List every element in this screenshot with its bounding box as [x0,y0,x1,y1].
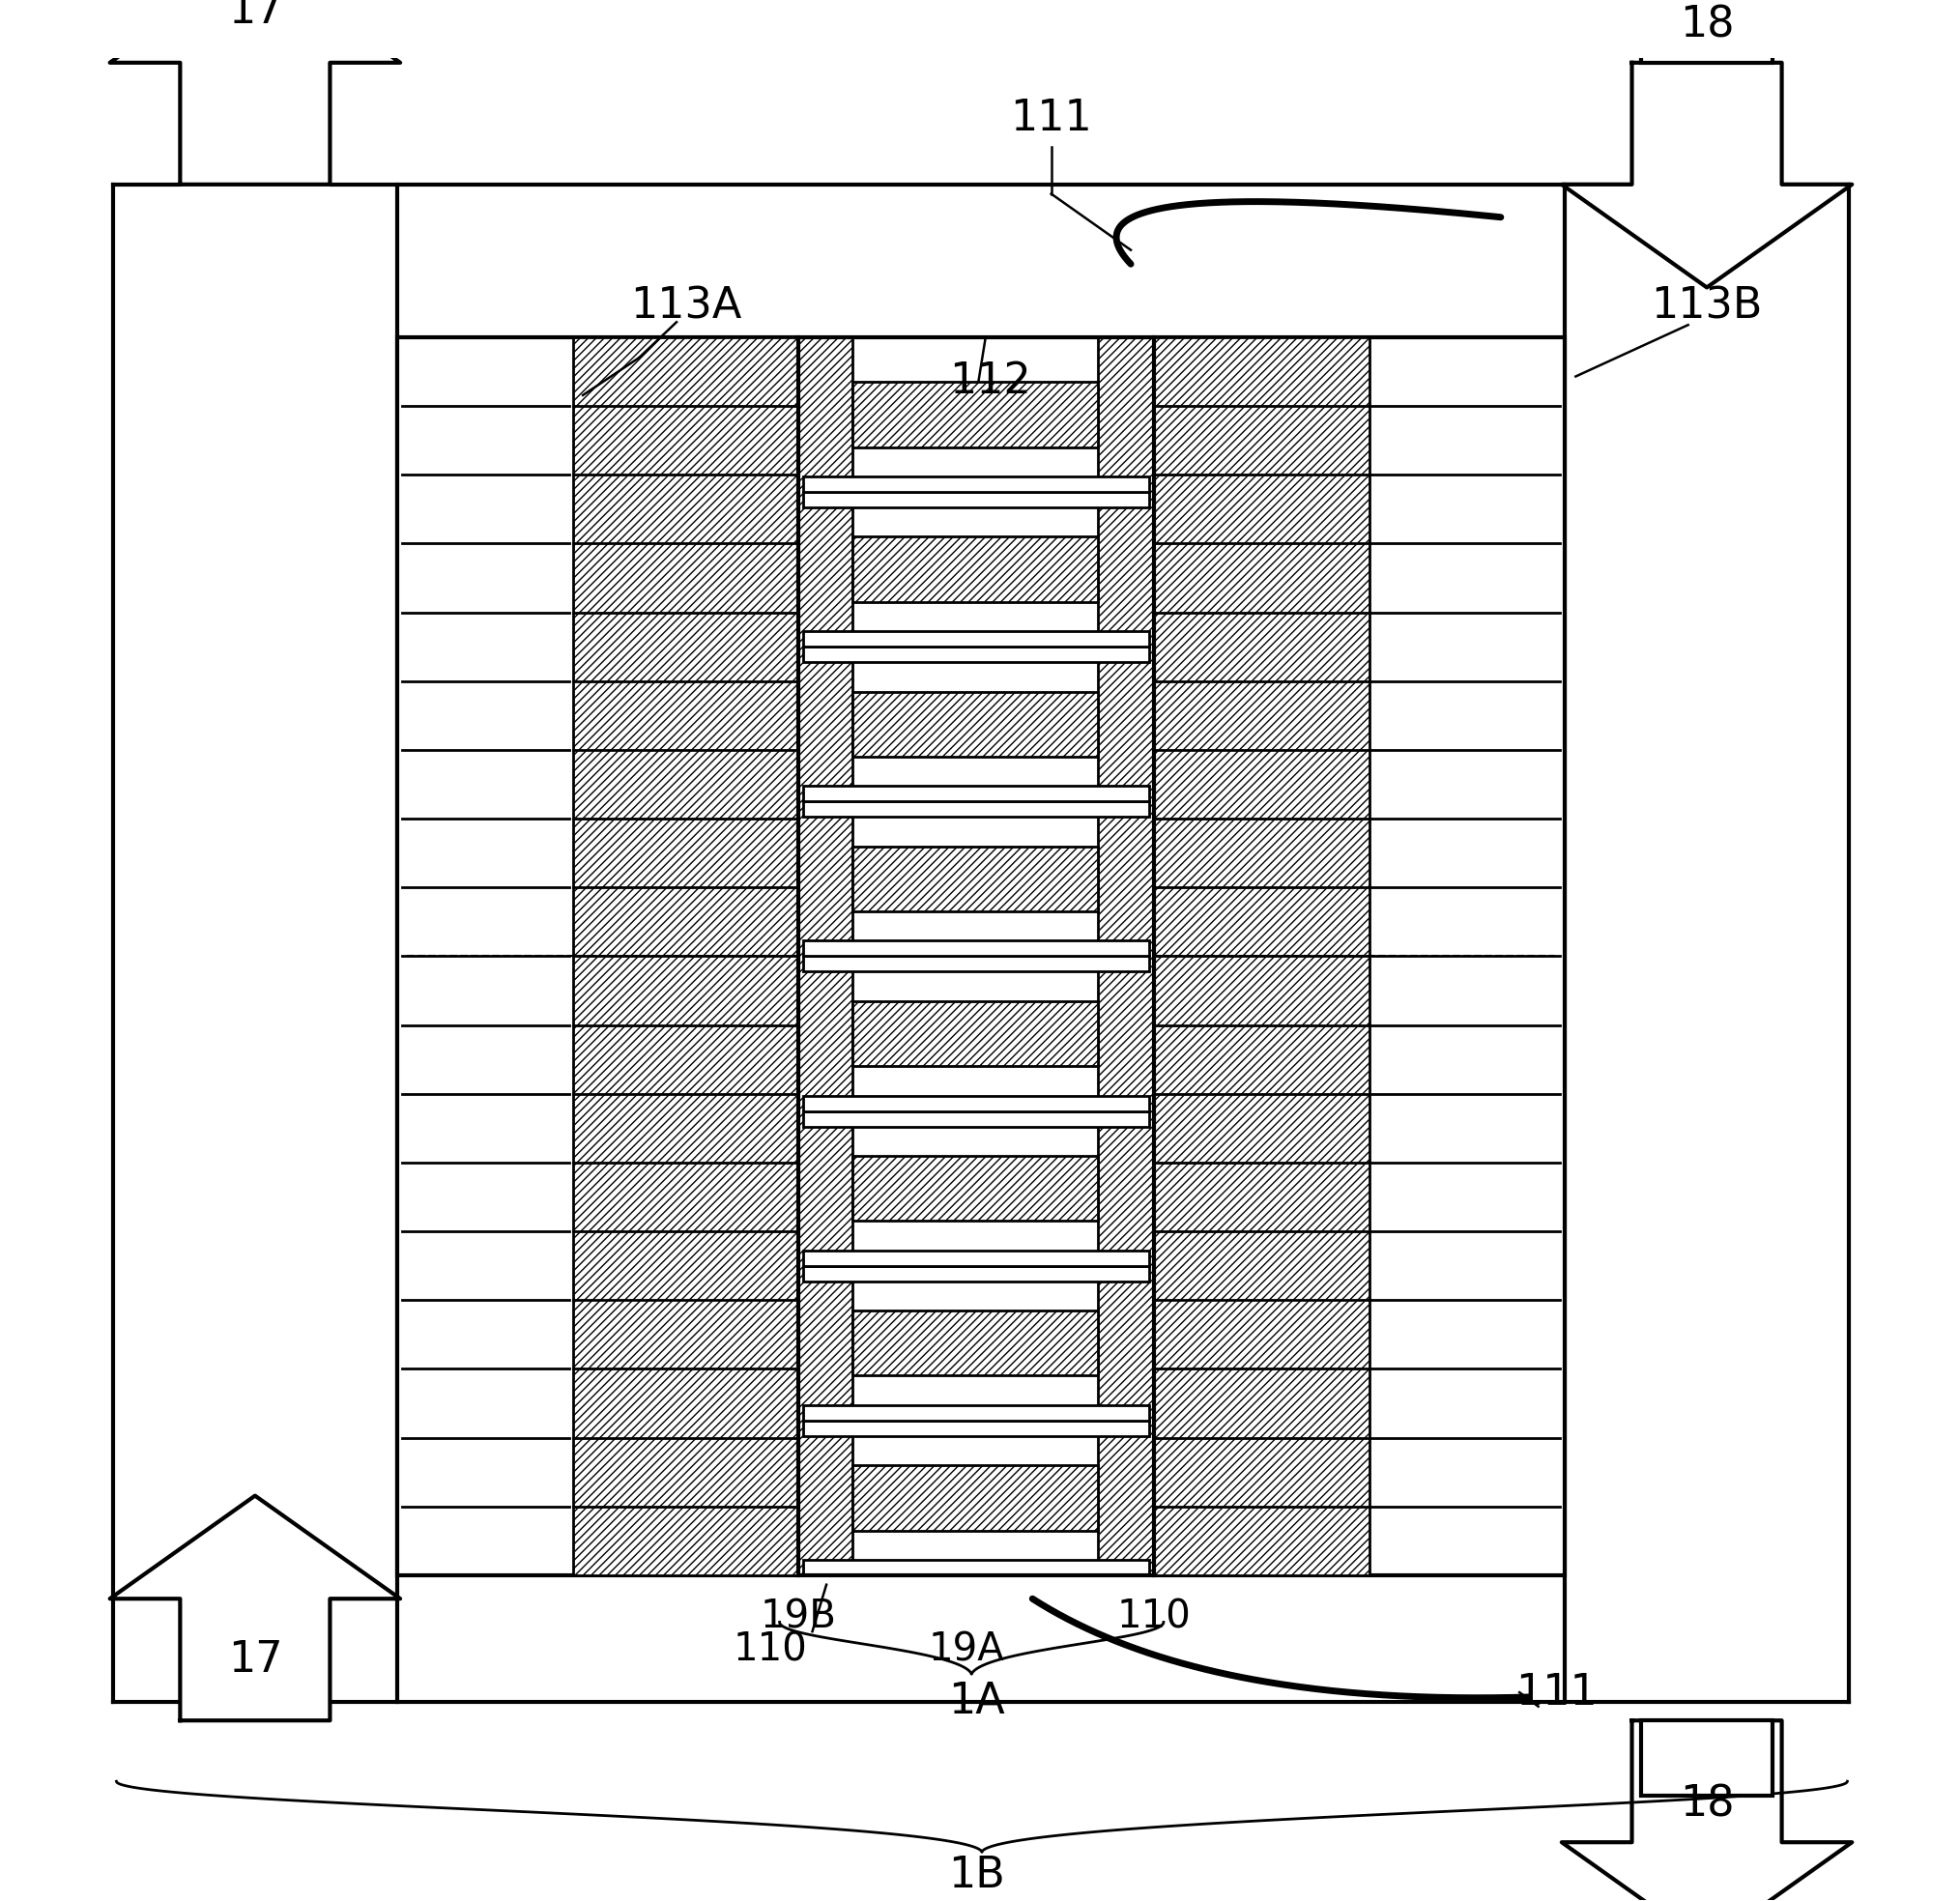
Bar [804,1251,1149,1266]
Bar [853,692,1098,757]
Bar [804,646,1149,662]
Bar [398,336,798,1576]
Text: 111: 111 [1009,99,1092,139]
Text: 110: 110 [1117,1599,1192,1637]
Bar [804,956,1149,971]
Text: 113B: 113B [1650,285,1762,327]
Bar [574,336,798,1576]
Bar [1641,0,1772,63]
Bar [804,492,1149,508]
Bar [1098,336,1154,1576]
Bar [804,785,1149,802]
Bar [798,336,1154,1576]
Bar [804,1266,1149,1281]
Bar [804,1095,1149,1110]
Text: 113A: 113A [631,285,741,327]
Bar [1154,336,1370,1576]
Text: 111: 111 [1515,1671,1597,1713]
Bar [1154,336,1564,1576]
Text: 112: 112 [949,361,1031,401]
Bar [853,382,1098,447]
Bar [804,477,1149,492]
Polygon shape [1562,63,1852,287]
Text: 17: 17 [227,0,282,32]
Bar [853,1310,1098,1376]
Bar [853,1156,1098,1220]
Bar [804,941,1149,956]
Polygon shape [110,0,400,184]
Text: 18: 18 [1680,4,1735,46]
Polygon shape [1562,1720,1852,1901]
Text: 110: 110 [733,1631,808,1669]
Bar [853,536,1098,603]
Text: 18: 18 [1680,1783,1735,1825]
Text: 19B: 19B [760,1599,837,1637]
Bar [180,181,329,188]
Bar [853,1466,1098,1530]
Polygon shape [110,1496,400,1720]
Bar [798,336,853,1576]
Bar [804,631,1149,646]
Bar [804,1420,1149,1435]
Text: 1A: 1A [949,1680,1005,1722]
Bar [804,1561,1149,1576]
Bar [1641,1720,1772,1795]
Bar [804,1110,1149,1127]
Text: 19A: 19A [929,1631,1005,1669]
Bar [853,846,1098,911]
Bar [804,1405,1149,1420]
Text: 17: 17 [227,1639,282,1680]
Text: 1B: 1B [949,1853,1005,1895]
Bar [853,1002,1098,1066]
Bar [1633,181,1782,188]
Bar [804,802,1149,817]
